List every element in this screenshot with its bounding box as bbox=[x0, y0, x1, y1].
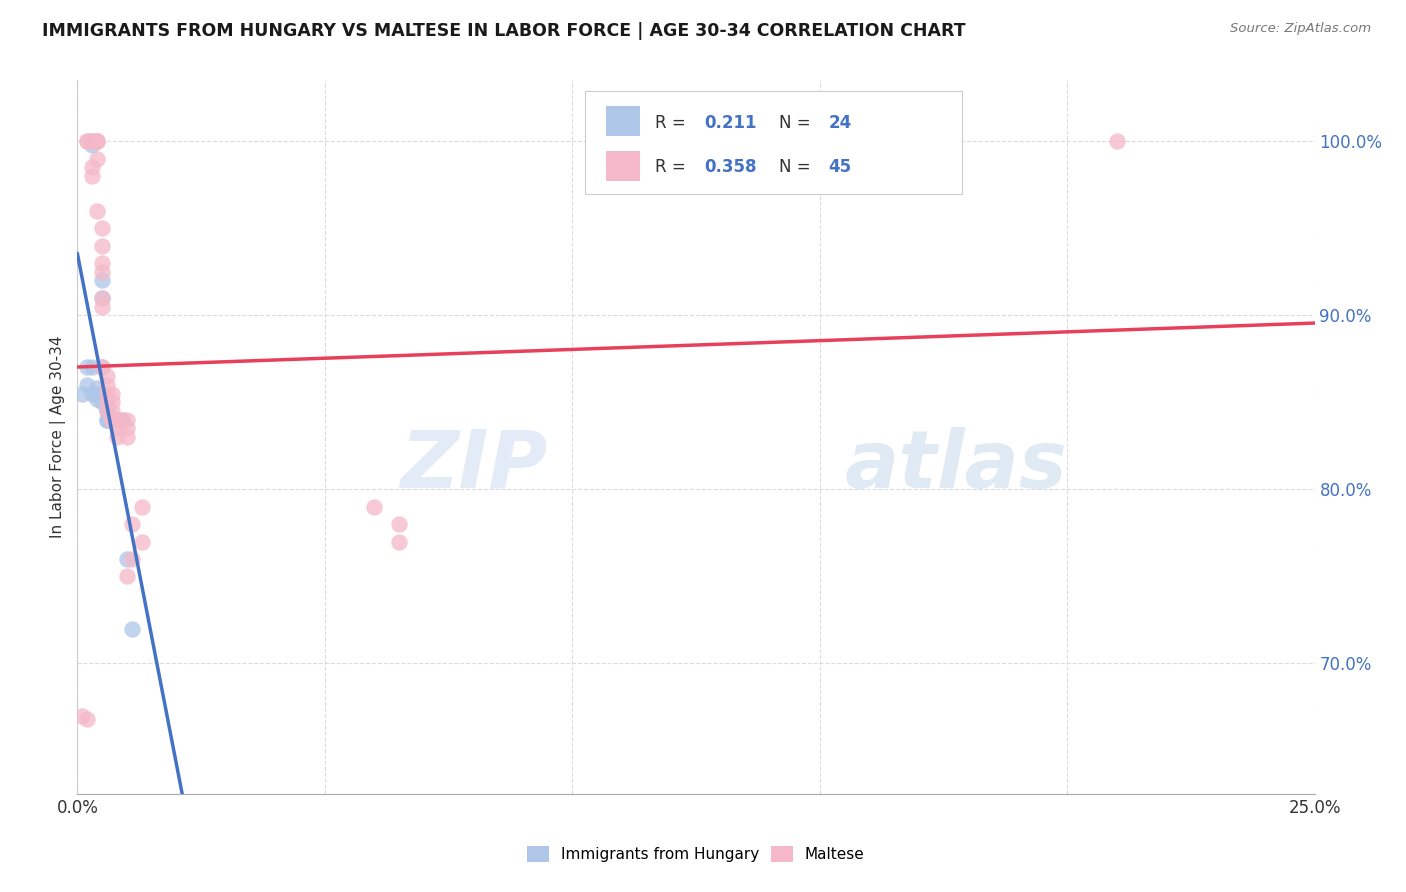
Point bbox=[91, 221, 114, 235]
FancyBboxPatch shape bbox=[606, 152, 640, 181]
Point bbox=[91, 256, 114, 270]
Point bbox=[86, 386, 108, 401]
Point bbox=[86, 203, 108, 218]
Point bbox=[101, 395, 124, 409]
Text: 24: 24 bbox=[828, 114, 852, 132]
Text: Source: ZipAtlas.com: Source: ZipAtlas.com bbox=[1230, 22, 1371, 36]
Point bbox=[121, 517, 143, 532]
Point bbox=[91, 238, 114, 252]
Point bbox=[101, 412, 124, 426]
Point bbox=[115, 421, 138, 435]
Point bbox=[111, 412, 134, 426]
Point bbox=[76, 712, 98, 726]
Point bbox=[86, 134, 108, 148]
Point bbox=[96, 399, 118, 413]
Point bbox=[105, 430, 128, 444]
Point bbox=[105, 412, 128, 426]
Point bbox=[91, 291, 114, 305]
Point bbox=[91, 300, 114, 314]
Point bbox=[82, 161, 104, 175]
Point bbox=[82, 134, 104, 148]
Point bbox=[76, 134, 98, 148]
Point bbox=[131, 500, 153, 514]
Point bbox=[388, 517, 411, 532]
Point bbox=[101, 404, 124, 418]
Point bbox=[363, 500, 385, 514]
Point bbox=[72, 386, 94, 401]
Y-axis label: In Labor Force | Age 30-34: In Labor Force | Age 30-34 bbox=[51, 335, 66, 539]
Text: 0.211: 0.211 bbox=[704, 114, 756, 132]
Text: N =: N = bbox=[779, 114, 815, 132]
Point bbox=[91, 360, 114, 375]
Text: N =: N = bbox=[779, 158, 815, 176]
Point bbox=[91, 291, 114, 305]
Point bbox=[115, 552, 138, 566]
Point bbox=[96, 404, 118, 418]
Point bbox=[82, 386, 104, 401]
Point bbox=[96, 404, 118, 418]
Point bbox=[86, 134, 108, 148]
Point bbox=[96, 369, 118, 384]
FancyBboxPatch shape bbox=[585, 91, 962, 194]
Point bbox=[115, 430, 138, 444]
Point bbox=[86, 381, 108, 395]
Point bbox=[76, 377, 98, 392]
Point bbox=[96, 395, 118, 409]
Point bbox=[131, 534, 153, 549]
Point bbox=[91, 386, 114, 401]
Point bbox=[115, 569, 138, 583]
Point bbox=[101, 386, 124, 401]
Text: R =: R = bbox=[655, 158, 692, 176]
Point bbox=[82, 137, 104, 152]
Point bbox=[115, 412, 138, 426]
Point bbox=[91, 265, 114, 279]
Text: R =: R = bbox=[655, 114, 692, 132]
Point bbox=[72, 708, 94, 723]
Point bbox=[91, 360, 114, 375]
FancyBboxPatch shape bbox=[606, 106, 640, 136]
Point bbox=[82, 360, 104, 375]
Text: 45: 45 bbox=[828, 158, 852, 176]
Point bbox=[82, 169, 104, 183]
Point bbox=[96, 412, 118, 426]
Point bbox=[86, 392, 108, 406]
Point bbox=[105, 421, 128, 435]
Text: atlas: atlas bbox=[845, 426, 1067, 505]
Point bbox=[111, 412, 134, 426]
Point bbox=[105, 412, 128, 426]
Point bbox=[101, 412, 124, 426]
Point bbox=[86, 134, 108, 148]
Point bbox=[86, 152, 108, 166]
Point bbox=[76, 134, 98, 148]
Point bbox=[388, 534, 411, 549]
Point bbox=[121, 622, 143, 636]
Point bbox=[96, 386, 118, 401]
Point bbox=[91, 273, 114, 287]
Point bbox=[101, 412, 124, 426]
Text: IMMIGRANTS FROM HUNGARY VS MALTESE IN LABOR FORCE | AGE 30-34 CORRELATION CHART: IMMIGRANTS FROM HUNGARY VS MALTESE IN LA… bbox=[42, 22, 966, 40]
Point bbox=[91, 395, 114, 409]
Point bbox=[1105, 134, 1128, 148]
Text: 0.358: 0.358 bbox=[704, 158, 756, 176]
Point bbox=[96, 412, 118, 426]
Point bbox=[121, 552, 143, 566]
Point bbox=[82, 134, 104, 148]
Legend: Immigrants from Hungary, Maltese: Immigrants from Hungary, Maltese bbox=[522, 840, 870, 868]
Point bbox=[96, 377, 118, 392]
Point bbox=[76, 360, 98, 375]
Text: ZIP: ZIP bbox=[401, 426, 547, 505]
